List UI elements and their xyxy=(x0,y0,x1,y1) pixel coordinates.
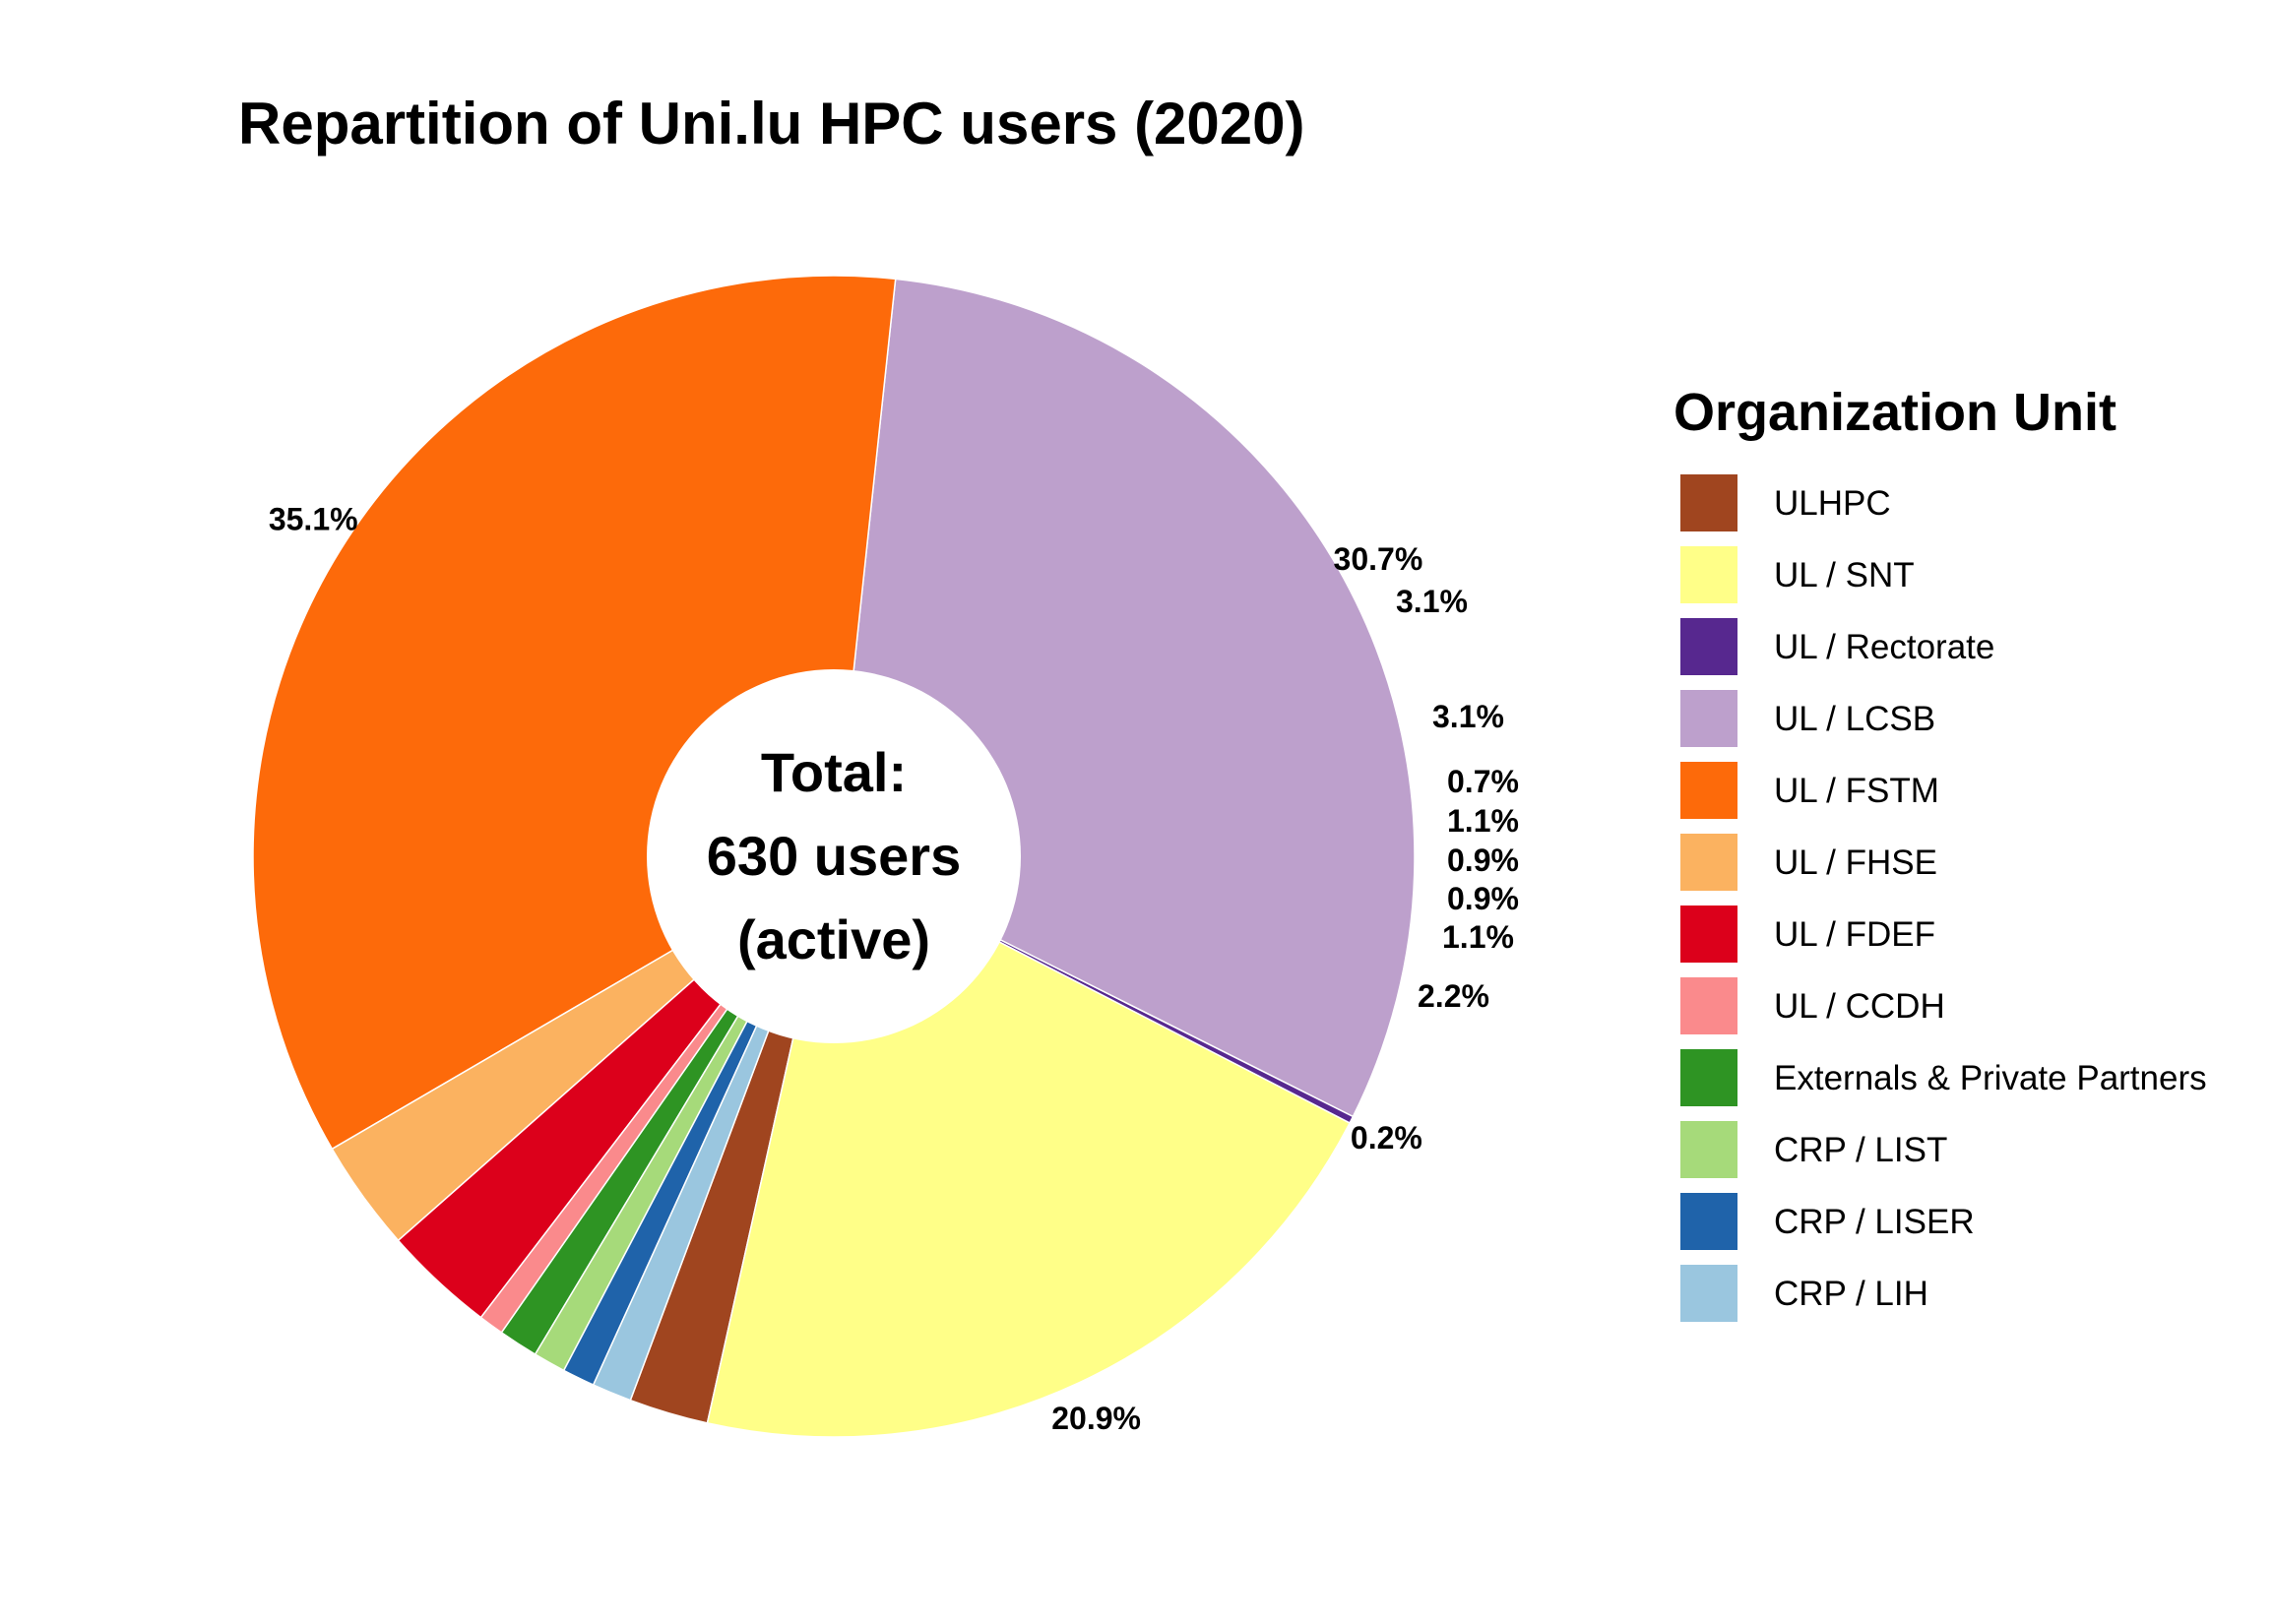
legend-label: CRP / LISER xyxy=(1774,1203,1975,1241)
slice-label: 30.7% xyxy=(1334,541,1423,577)
center-text-line-3: (active) xyxy=(737,908,930,970)
legend-label: UL / FSTM xyxy=(1774,772,1939,810)
legend-swatch xyxy=(1680,618,1737,675)
slice-label: 2.2% xyxy=(1418,978,1489,1014)
legend-swatch xyxy=(1680,546,1737,603)
legend-items: ULHPC UL / SNT UL / Rectorate UL / LCSB UL /… xyxy=(1680,474,2207,1322)
legend-swatch xyxy=(1680,977,1737,1034)
pie-slice-ul-fstm xyxy=(252,275,897,1151)
slice-label: 35.1% xyxy=(269,502,358,537)
legend-swatch xyxy=(1680,906,1737,963)
slice-label: 3.1% xyxy=(1432,699,1504,734)
legend-swatch xyxy=(1680,1049,1737,1106)
legend: Organization Unit ULHPC UL / SNT UL / Rect… xyxy=(1674,383,2207,1322)
legend-label: UL / CCDH xyxy=(1774,987,1945,1026)
center-hole xyxy=(647,669,1021,1043)
slice-label: 0.9% xyxy=(1447,881,1519,916)
slice-label: 3.1% xyxy=(1396,584,1468,619)
center-text-line-1: Total: xyxy=(761,741,907,803)
legend-swatch xyxy=(1680,762,1737,819)
center-text: Total: 630 users (active) xyxy=(707,741,961,970)
legend-label: UL / FHSE xyxy=(1774,843,1937,882)
legend-label: CRP / LIH xyxy=(1774,1275,1928,1313)
slice-label: 1.1% xyxy=(1447,803,1519,839)
legend-label: Externals & Private Partners xyxy=(1774,1059,2207,1097)
legend-label: UL / Rectorate xyxy=(1774,628,1994,666)
legend-label: UL / FDEF xyxy=(1774,915,1935,954)
slice-label: 0.7% xyxy=(1447,764,1519,799)
slice-labels: 2.2%20.9%0.2%30.7%35.1%3.1%3.1%0.7%1.1%0… xyxy=(269,502,1519,1436)
slice-label: 0.2% xyxy=(1351,1120,1422,1156)
slice-label: 0.9% xyxy=(1447,843,1519,878)
legend-swatch xyxy=(1680,1121,1737,1178)
legend-label: ULHPC xyxy=(1774,484,1891,523)
slice-label: 20.9% xyxy=(1051,1401,1141,1436)
legend-swatch xyxy=(1680,690,1737,747)
legend-label: UL / LCSB xyxy=(1774,700,1935,738)
legend-swatch xyxy=(1680,1193,1737,1250)
chart-title: Repartition of Uni.lu HPC users (2020) xyxy=(238,91,1305,156)
legend-label: CRP / LIST xyxy=(1774,1131,1947,1169)
legend-title: Organization Unit xyxy=(1674,383,2116,442)
center-text-line-2: 630 users xyxy=(707,825,961,887)
legend-swatch xyxy=(1680,1265,1737,1322)
slice-label: 1.1% xyxy=(1442,919,1514,955)
legend-label: UL / SNT xyxy=(1774,556,1915,594)
legend-swatch xyxy=(1680,834,1737,891)
legend-swatch xyxy=(1680,474,1737,531)
